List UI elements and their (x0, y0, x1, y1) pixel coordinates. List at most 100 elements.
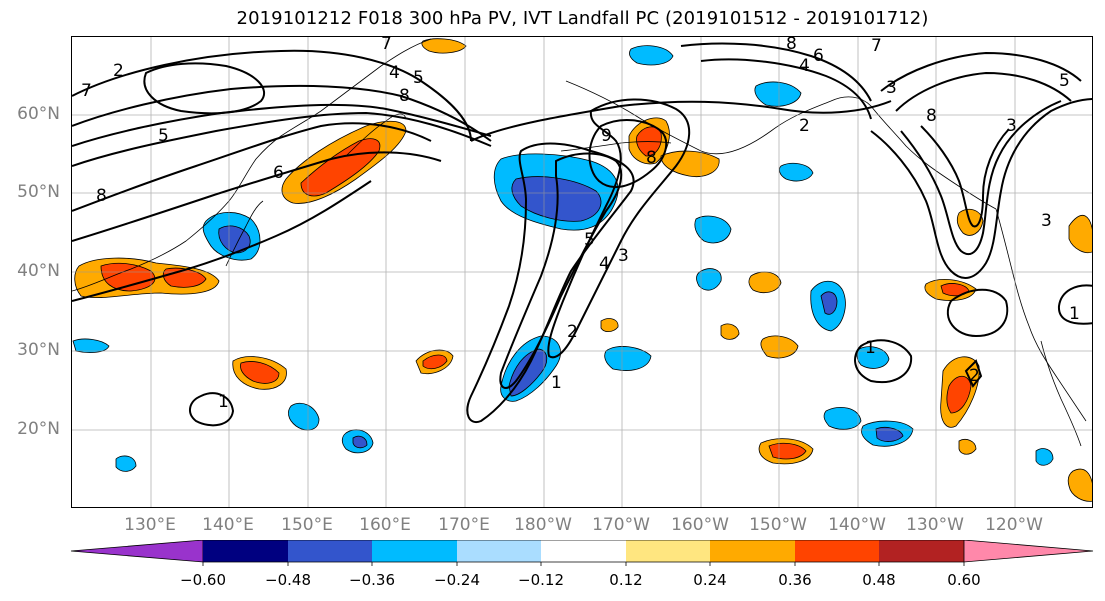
lon-label-180w: 180°W (514, 515, 572, 535)
ivt-contour (854, 339, 913, 384)
contour-label: 7 (81, 81, 92, 101)
lat-label-50n: 50°N (17, 182, 60, 202)
colorbar-segment (203, 540, 288, 562)
contour-label-layer: 7 2 5 8 7 4 5 8 6 8 6 4 7 3 8 3 5 2 9 8 … (81, 37, 1080, 412)
shading-patch (768, 442, 807, 460)
shading-patch (240, 361, 280, 384)
ivt-contour (470, 100, 892, 142)
colorbar-label: 0.24 (693, 571, 727, 589)
contour-label: 4 (799, 56, 810, 76)
colorbar-segment (710, 540, 795, 562)
lon-label-170e: 170°E (438, 515, 490, 535)
colorbar-segment (288, 540, 372, 562)
colorbar-segment (457, 540, 541, 562)
map-title: 2019101212 F018 300 hPa PV, IVT Landfall… (236, 8, 929, 29)
shading-patch (958, 439, 977, 455)
colorbar-segment (541, 540, 626, 562)
shading-patch (629, 45, 674, 66)
lat-label-20n: 20°N (17, 419, 60, 439)
lon-label-150e: 150°E (281, 515, 333, 535)
contour-label: 7 (381, 37, 392, 54)
contour-label: 4 (599, 254, 610, 274)
coastline-layer (72, 38, 1087, 447)
colorbar (70, 540, 1094, 566)
shading-patch (660, 150, 720, 178)
coastline-aleutians (560, 141, 672, 152)
ivt-contour (1057, 284, 1092, 325)
coastline-na-west (995, 208, 1087, 422)
lon-label-140w: 140°W (828, 515, 886, 535)
shading-patch (100, 262, 156, 292)
shading-patch (820, 291, 838, 315)
contour-label: 4 (389, 63, 400, 83)
contour-label: 1 (551, 373, 562, 393)
ivt-contour (900, 100, 1062, 256)
colorbar-label: 0.60 (947, 571, 981, 589)
contour-label: 3 (1006, 116, 1017, 136)
contour-label: 2 (969, 366, 980, 386)
shading-patch (748, 271, 782, 294)
contour-label: 3 (886, 78, 897, 98)
colorbar-segment (626, 540, 710, 562)
contour-label: 8 (96, 186, 107, 206)
contour-label: 5 (158, 126, 169, 146)
ivt-contour (72, 180, 372, 302)
coastline-asia (72, 38, 432, 292)
ivt-contour (547, 98, 691, 359)
colorbar-label: −0.48 (265, 571, 311, 589)
shading-patch (600, 318, 619, 333)
lat-label-30n: 30°N (17, 340, 60, 360)
lon-label-120w: 120°W (985, 515, 1043, 535)
contour-label: 8 (646, 148, 657, 168)
shading-patch (720, 323, 740, 340)
lon-label-160e: 160°E (359, 515, 411, 535)
ivt-contour (895, 71, 1072, 112)
colorbar-label: 0.36 (778, 571, 812, 589)
colorbar-segment (372, 540, 457, 562)
ivt-contour (72, 103, 492, 147)
contour-label: 8 (786, 37, 797, 54)
colorbar-min-extension (70, 540, 204, 563)
ivt-contour (880, 51, 1082, 92)
map-panel: 7 2 5 8 7 4 5 8 6 8 6 4 7 3 8 3 5 2 9 8 … (71, 36, 1093, 508)
ivt-contour (588, 119, 668, 189)
colorbar-label: −0.60 (180, 571, 226, 589)
colorbar-max-extension (963, 540, 1094, 563)
pv-shading-layer (72, 38, 1092, 502)
gridlines (72, 37, 1092, 507)
shading-patch (115, 455, 137, 472)
contour-label: 2 (567, 322, 578, 342)
shading-patch (604, 346, 652, 371)
ivt-contour (946, 288, 1009, 338)
contour-label: 5 (1059, 71, 1070, 91)
lon-label-170w: 170°W (592, 515, 650, 535)
ivt-contour (72, 49, 472, 142)
map-svg: 7 2 5 8 7 4 5 8 6 8 6 4 7 3 8 3 5 2 9 8 … (72, 37, 1092, 507)
ivt-contour (72, 84, 492, 142)
ivt-contour (964, 359, 983, 388)
colorbar-label: 0.12 (609, 571, 643, 589)
ivt-contour (700, 58, 872, 120)
shading-patch (508, 348, 548, 397)
ivt-contour (143, 62, 266, 115)
shading-patch (1068, 215, 1092, 254)
shading-patch (823, 406, 862, 430)
shading-patch (694, 215, 732, 244)
contour-label: 8 (399, 86, 410, 106)
shading-patch (760, 335, 799, 359)
contour-label: 7 (871, 37, 882, 56)
colorbar-label: −0.12 (518, 571, 564, 589)
contour-label: 5 (413, 68, 424, 88)
ivt-contour (72, 111, 492, 167)
shading-patch (352, 435, 368, 449)
shading-patch (422, 354, 448, 370)
colorbar-segment (795, 540, 879, 562)
shading-patch (696, 268, 722, 291)
ivt-contour (72, 122, 432, 212)
ivt-contour (189, 392, 235, 427)
contour-label: 8 (926, 106, 937, 126)
contour-label: 1 (865, 338, 876, 358)
contour-label: 9 (601, 126, 612, 146)
contour-label: 2 (799, 116, 810, 136)
ivt-contour (870, 98, 1092, 279)
